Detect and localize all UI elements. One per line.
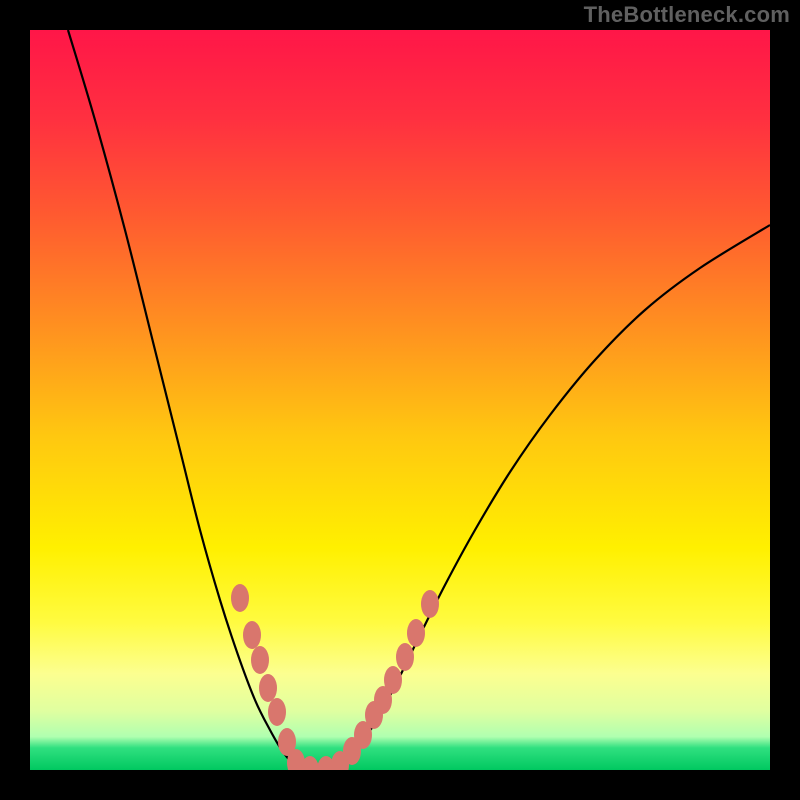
data-marker: [231, 584, 249, 612]
data-marker: [407, 619, 425, 647]
data-marker: [384, 666, 402, 694]
watermark-text: TheBottleneck.com: [584, 2, 790, 28]
bottleneck-curve-chart: [0, 0, 800, 800]
data-marker: [268, 698, 286, 726]
data-marker: [251, 646, 269, 674]
data-marker: [243, 621, 261, 649]
data-marker: [421, 590, 439, 618]
chart-root: TheBottleneck.com: [0, 0, 800, 800]
data-marker: [396, 643, 414, 671]
data-marker: [259, 674, 277, 702]
